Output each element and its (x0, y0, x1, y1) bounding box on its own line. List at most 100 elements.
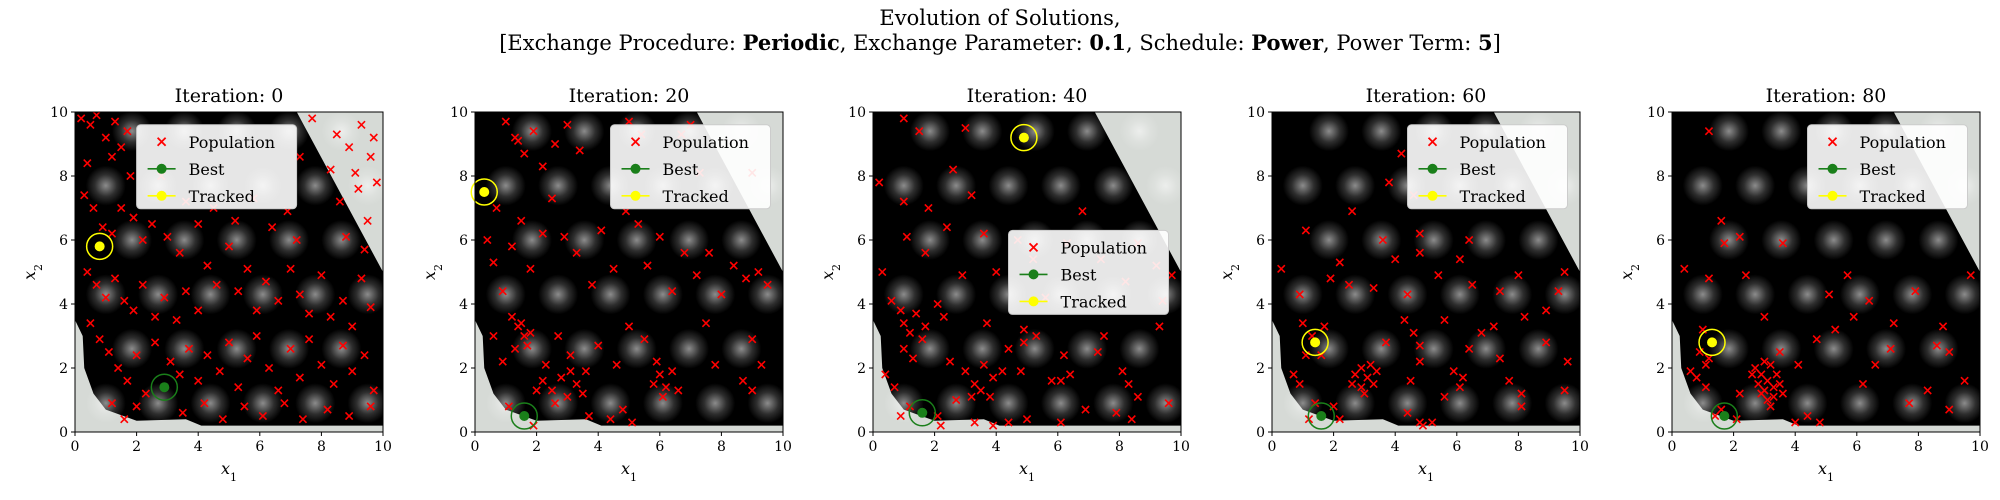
population-point (532, 386, 541, 395)
axes-frame (74, 111, 384, 433)
x-tick-label: 0 (471, 439, 480, 455)
population-point (1520, 312, 1529, 321)
population-point (492, 203, 501, 213)
y-tick-label: 2 (1656, 361, 1665, 377)
population-point (1378, 235, 1388, 245)
x-tick-label: 10 (774, 439, 792, 455)
subplot-1: 0 2 4 6 8 10 0 2 4 6 8 10 Iteration: 20 x1 x2 Populatio… (420, 85, 792, 484)
population-point (1791, 418, 1800, 427)
legend-population-marker (1028, 242, 1039, 253)
population-point (643, 261, 652, 270)
population-point (1554, 287, 1563, 296)
x-tick-label: 10 (374, 439, 392, 455)
x-tick-label: 0 (71, 439, 80, 455)
x-tick-label: 10 (1971, 439, 1989, 455)
population-point (1938, 322, 1948, 331)
population-point (295, 152, 305, 161)
legend-best-label: Best (189, 160, 225, 179)
legend-best-marker (156, 163, 167, 174)
population-point (224, 338, 234, 347)
population-point (1016, 367, 1026, 376)
subplot-title: Iteration: 80 (1766, 85, 1887, 107)
subplot-title: Iteration: 20 (569, 85, 690, 107)
population-point (1735, 389, 1744, 398)
population-point (649, 379, 658, 389)
population-point (483, 235, 492, 245)
population-point (1904, 399, 1914, 408)
x-tick-label: 8 (717, 439, 726, 455)
population-point (1056, 376, 1066, 385)
population-point (1889, 319, 1898, 328)
population-point (113, 363, 123, 373)
population-point (150, 312, 160, 321)
legend: Population Best Tracked (1008, 229, 1170, 315)
legend: Population Best Tracked (1407, 124, 1569, 210)
population-point (304, 309, 314, 318)
population-point (1118, 367, 1127, 376)
population-point (1495, 354, 1505, 363)
population-point (939, 312, 949, 321)
population-point (101, 133, 110, 142)
axes-frame (1671, 111, 1981, 433)
population-point (1763, 376, 1772, 385)
population-point (921, 248, 930, 257)
legend-best-marker (1827, 163, 1838, 174)
population-point (129, 306, 138, 315)
population-point (1065, 370, 1075, 379)
population-point (117, 143, 126, 152)
legend-tracked-marker (156, 190, 167, 201)
legend: Population Best Tracked (610, 124, 772, 210)
population-point (517, 319, 526, 328)
population-point (1381, 338, 1391, 347)
population-point (587, 280, 597, 289)
best-point (917, 407, 928, 418)
population-point (1047, 376, 1056, 385)
x-tick-label: 0 (869, 439, 878, 455)
population-point (372, 178, 382, 187)
population-point (507, 312, 517, 321)
population-point (661, 383, 671, 392)
x-tick-label: 10 (1172, 439, 1190, 455)
population-point (1403, 290, 1412, 299)
subplot-4: 0 2 4 6 8 10 0 2 4 6 8 10 Iteration: 80 x1 x2 Populatio… (1617, 85, 1989, 484)
population-point (261, 277, 271, 286)
population-point (748, 335, 757, 344)
population-point (878, 267, 887, 277)
population-point (560, 232, 569, 241)
x-tick-label: 4 (194, 439, 203, 455)
population-point (203, 351, 212, 360)
title-part: ] (1493, 31, 1501, 55)
population-point (584, 411, 594, 421)
population-point (655, 232, 664, 241)
x-tick-label: 6 (1452, 439, 1461, 455)
best-point (159, 382, 170, 393)
population-point (1710, 411, 1720, 421)
population-point (1849, 312, 1858, 321)
population-point (908, 354, 918, 363)
population-point (899, 114, 908, 123)
population-point (1766, 402, 1775, 411)
population-point (1701, 360, 1711, 369)
population-point (104, 347, 114, 357)
legend-population-label: Population (1460, 133, 1546, 152)
population-point (1081, 405, 1090, 414)
population-point (763, 280, 772, 289)
population-point (1517, 389, 1526, 398)
y-tick-label: 6 (59, 233, 68, 249)
population-point (1369, 379, 1378, 389)
population-point (326, 165, 335, 174)
x-tick-label: 4 (1791, 439, 1800, 455)
population-point (553, 331, 563, 341)
population-point (748, 386, 757, 395)
population-point (1495, 287, 1505, 296)
population-point (1741, 271, 1751, 280)
population-point (234, 383, 243, 392)
population-point (307, 114, 317, 123)
population-point (1692, 373, 1701, 382)
x-tick-label: 0 (1268, 439, 1277, 455)
population-point (948, 165, 958, 174)
population-point (147, 219, 157, 229)
population-point (1320, 322, 1329, 331)
population-point (1133, 392, 1143, 401)
population-point (292, 235, 301, 245)
